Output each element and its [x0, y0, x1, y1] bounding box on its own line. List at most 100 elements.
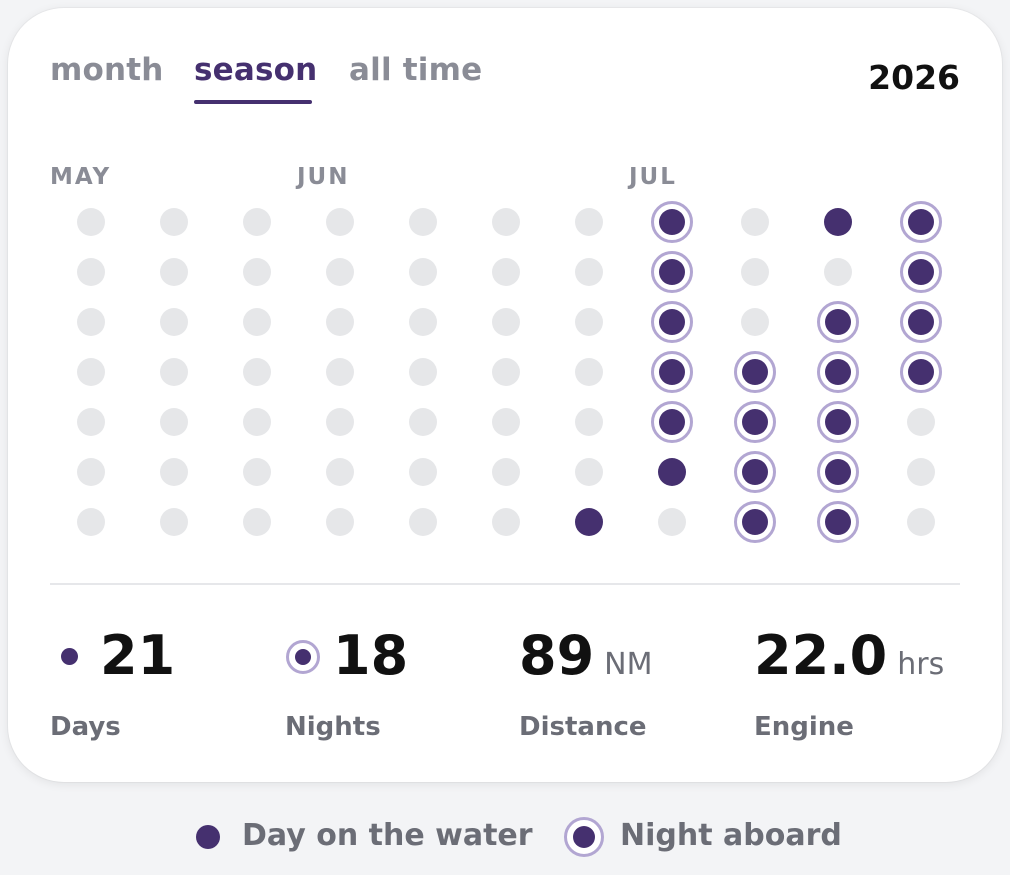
empty-dot: [243, 458, 271, 486]
empty-dot: [77, 358, 105, 386]
engine-unit: hrs: [897, 647, 945, 682]
night-dot: [651, 201, 693, 243]
night-dot: [900, 351, 942, 393]
night-dot: [734, 351, 776, 393]
empty-dot: [160, 508, 188, 536]
distance-value: 89: [519, 624, 595, 687]
empty-dot: [907, 508, 935, 536]
night-dot: [817, 401, 859, 443]
empty-dot: [575, 258, 603, 286]
empty-dot: [326, 208, 354, 236]
night-dot: [900, 251, 942, 293]
season-dot-grid: [8, 8, 1002, 568]
engine-value-group: 22.0 hrs: [754, 626, 944, 695]
tab-season[interactable]: season: [194, 52, 318, 88]
night-dot: [651, 251, 693, 293]
empty-dot: [326, 358, 354, 386]
empty-dot: [326, 458, 354, 486]
day-dot: [575, 508, 603, 536]
empty-dot: [243, 408, 271, 436]
night-dot: [651, 401, 693, 443]
night-dot: [651, 301, 693, 343]
empty-dot: [741, 208, 769, 236]
empty-dot: [160, 308, 188, 336]
night-dot: [817, 451, 859, 493]
nights-label: Nights: [285, 712, 381, 742]
empty-dot: [492, 358, 520, 386]
empty-dot: [409, 458, 437, 486]
empty-dot: [492, 508, 520, 536]
stats-card: month season all time 2026 MAY JUN JUL 2…: [8, 8, 1002, 782]
empty-dot: [492, 458, 520, 486]
divider: [50, 583, 960, 585]
empty-dot: [575, 408, 603, 436]
night-dot: [734, 401, 776, 443]
empty-dot: [160, 258, 188, 286]
night-dot: [817, 301, 859, 343]
empty-dot: [575, 208, 603, 236]
empty-dot: [326, 258, 354, 286]
night-dot: [817, 501, 859, 543]
empty-dot: [409, 308, 437, 336]
year-label: 2026: [868, 58, 960, 97]
night-dot: [651, 351, 693, 393]
empty-dot: [243, 508, 271, 536]
engine-value: 22.0: [754, 624, 888, 687]
legend-day-icon: [196, 825, 220, 849]
night-dot: [900, 301, 942, 343]
empty-dot: [160, 458, 188, 486]
empty-dot: [575, 308, 603, 336]
night-dot: [817, 351, 859, 393]
tab-month[interactable]: month: [50, 52, 164, 88]
empty-dot: [243, 308, 271, 336]
engine-label: Engine: [754, 712, 854, 742]
day-dot: [824, 208, 852, 236]
empty-dot: [575, 458, 603, 486]
empty-dot: [492, 408, 520, 436]
empty-dot: [492, 308, 520, 336]
empty-dot: [409, 208, 437, 236]
empty-dot: [741, 258, 769, 286]
empty-dot: [77, 458, 105, 486]
empty-dot: [409, 358, 437, 386]
empty-dot: [409, 408, 437, 436]
distance-label: Distance: [519, 712, 647, 742]
empty-dot: [575, 358, 603, 386]
empty-dot: [160, 208, 188, 236]
empty-dot: [326, 308, 354, 336]
legend-night-icon: [564, 817, 604, 857]
distance-value-group: 89 NM: [519, 626, 652, 695]
empty-dot: [907, 408, 935, 436]
month-label-may: MAY: [50, 164, 112, 190]
day-dot-icon: [61, 648, 78, 665]
empty-dot: [824, 258, 852, 286]
tab-all-time[interactable]: all time: [349, 52, 483, 88]
days-label: Days: [50, 712, 121, 742]
day-dot: [658, 458, 686, 486]
legend-day-label: Day on the water: [242, 818, 533, 853]
empty-dot: [326, 508, 354, 536]
night-dot: [734, 501, 776, 543]
distance-unit: NM: [604, 647, 653, 682]
night-dot: [734, 451, 776, 493]
night-dot: [900, 201, 942, 243]
days-value: 21: [100, 624, 176, 687]
empty-dot: [243, 258, 271, 286]
empty-dot: [160, 408, 188, 436]
empty-dot: [243, 208, 271, 236]
empty-dot: [77, 508, 105, 536]
empty-dot: [77, 308, 105, 336]
empty-dot: [326, 408, 354, 436]
empty-dot: [77, 208, 105, 236]
empty-dot: [492, 208, 520, 236]
empty-dot: [77, 408, 105, 436]
legend-night-label: Night aboard: [620, 818, 842, 853]
empty-dot: [741, 308, 769, 336]
month-label-jul: JUL: [629, 164, 677, 190]
nights-value: 18: [333, 624, 409, 687]
empty-dot: [492, 258, 520, 286]
empty-dot: [658, 508, 686, 536]
empty-dot: [77, 258, 105, 286]
empty-dot: [243, 358, 271, 386]
empty-dot: [409, 508, 437, 536]
